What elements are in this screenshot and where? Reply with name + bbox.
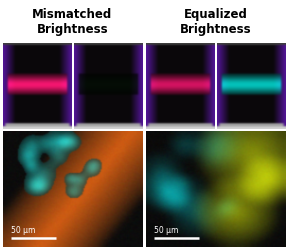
Text: 50 μm: 50 μm	[154, 226, 179, 235]
Text: 50 μm: 50 μm	[11, 226, 36, 235]
Text: Mismatched
Brightness: Mismatched Brightness	[32, 8, 113, 36]
Text: Equalized
Brightness: Equalized Brightness	[180, 8, 251, 36]
